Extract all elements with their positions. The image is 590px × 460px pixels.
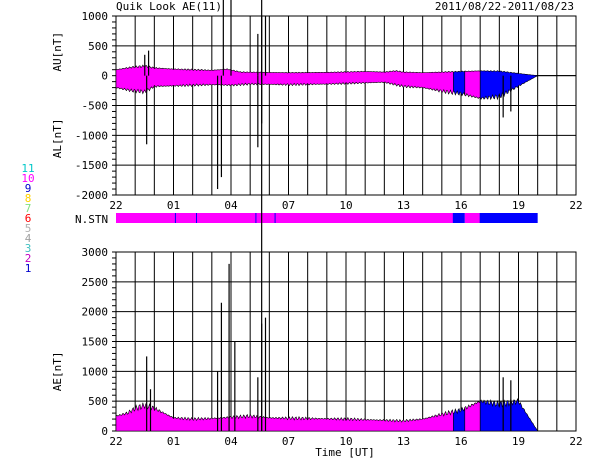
station-legend-4: 4 — [24, 232, 32, 245]
y-tick-label: 0 — [101, 70, 108, 83]
station-legend-11: 11 — [21, 162, 35, 175]
station-legend-2: 2 — [24, 252, 32, 265]
station-legend-3: 3 — [24, 242, 32, 255]
date-range: 2011/08/22-2011/08/23 — [435, 0, 574, 13]
x-tick-label: 22 — [569, 435, 582, 448]
y-tick-label: -500 — [82, 100, 109, 113]
station-band-10 — [464, 400, 481, 432]
x-tick-label: 07 — [282, 199, 295, 212]
x-tick-label: 16 — [454, 199, 467, 212]
au-axis-label: AU[nT] — [51, 32, 64, 72]
station-band-10 — [464, 70, 481, 99]
nstn-segment-10 — [116, 213, 454, 223]
x-tick-label: 04 — [224, 199, 238, 212]
station-band-11 — [453, 406, 466, 432]
station-band-11 — [453, 70, 466, 97]
y-tick-label: -1500 — [75, 159, 108, 172]
x-tick-label: 07 — [282, 435, 295, 448]
y-tick-label: 500 — [88, 40, 108, 53]
y-tick-label: 0 — [101, 425, 108, 438]
station-legend-5: 5 — [24, 222, 32, 235]
station-legend: 11 10 9 8 7 6 5 4 3 2 1 — [18, 162, 38, 275]
x-tick-label: 10 — [339, 199, 352, 212]
y-tick-label: 1000 — [82, 365, 109, 378]
x-tick-label: 22 — [109, 435, 122, 448]
y-tick-label: 2500 — [82, 276, 109, 289]
station-count-bar: N.STN — [75, 213, 538, 226]
y-tick-label: -1000 — [75, 129, 108, 142]
au-al-fill — [115, 64, 539, 101]
station-legend-10: 10 — [21, 172, 35, 185]
au-al-spikes — [144, 0, 512, 190]
al-axis-label: AL[nT] — [51, 118, 64, 158]
station-band-11 — [479, 397, 539, 432]
x-tick-label: 10 — [339, 435, 352, 448]
station-legend-8: 8 — [24, 192, 32, 205]
y-tick-label: 1000 — [82, 10, 109, 23]
station-legend-7: 7 — [24, 202, 32, 215]
x-tick-label: 13 — [397, 435, 410, 448]
ae-panel: 0 500 1000 1500 2000 2500 3000 22 01 04 07 10 13 16 1… — [51, 246, 583, 459]
au-al-y-ticks: -2000 -1500 -1000 -500 0 500 1000 — [75, 10, 116, 202]
y-tick-label: 3000 — [82, 246, 109, 259]
station-legend-1: 1 — [24, 262, 32, 275]
plot-title: Quik Look AE(11) — [116, 0, 222, 13]
nstn-segment-11 — [453, 213, 465, 223]
y-tick-label: -2000 — [75, 189, 108, 202]
ae-grid — [115, 251, 577, 432]
x-tick-label: 22 — [569, 199, 582, 212]
x-tick-label: 19 — [512, 435, 525, 448]
x-tick-label: 04 — [224, 435, 238, 448]
ae-axis-label: AE[nT] — [51, 351, 64, 391]
ae-spikes — [146, 263, 512, 431]
nstn-segment-10 — [464, 213, 481, 223]
x-tick-label: 01 — [167, 199, 180, 212]
x-tick-label: 19 — [512, 199, 525, 212]
y-tick-label: 1500 — [82, 336, 109, 349]
nstn-label: N.STN — [75, 213, 108, 226]
station-band-11 — [479, 70, 539, 101]
ae-y-ticks: 0 500 1000 1500 2000 2500 3000 — [82, 246, 116, 438]
station-legend-9: 9 — [24, 182, 32, 195]
y-tick-label: 2000 — [82, 306, 109, 319]
time-axis-label: Time [UT] — [315, 446, 375, 459]
x-tick-label: 01 — [167, 435, 180, 448]
x-tick-label: 22 — [109, 199, 122, 212]
station-legend-6: 6 — [24, 212, 32, 225]
y-tick-label: 500 — [88, 395, 108, 408]
ae-x-ticks: 22 01 04 07 10 13 16 19 22 — [109, 435, 582, 448]
station-band-10 — [115, 64, 454, 96]
au-al-grid — [115, 15, 577, 196]
x-tick-label: 13 — [397, 199, 410, 212]
nstn-segments — [116, 213, 538, 223]
nstn-segment-11 — [480, 213, 538, 223]
x-tick-label: 16 — [454, 435, 467, 448]
au-al-panel: -2000 -1500 -1000 -500 0 500 1000 22 01 04 07 10 13… — [51, 0, 583, 212]
au-al-x-ticks: 22 01 04 07 10 13 16 19 22 — [109, 199, 582, 212]
station-band-10 — [115, 402, 454, 432]
